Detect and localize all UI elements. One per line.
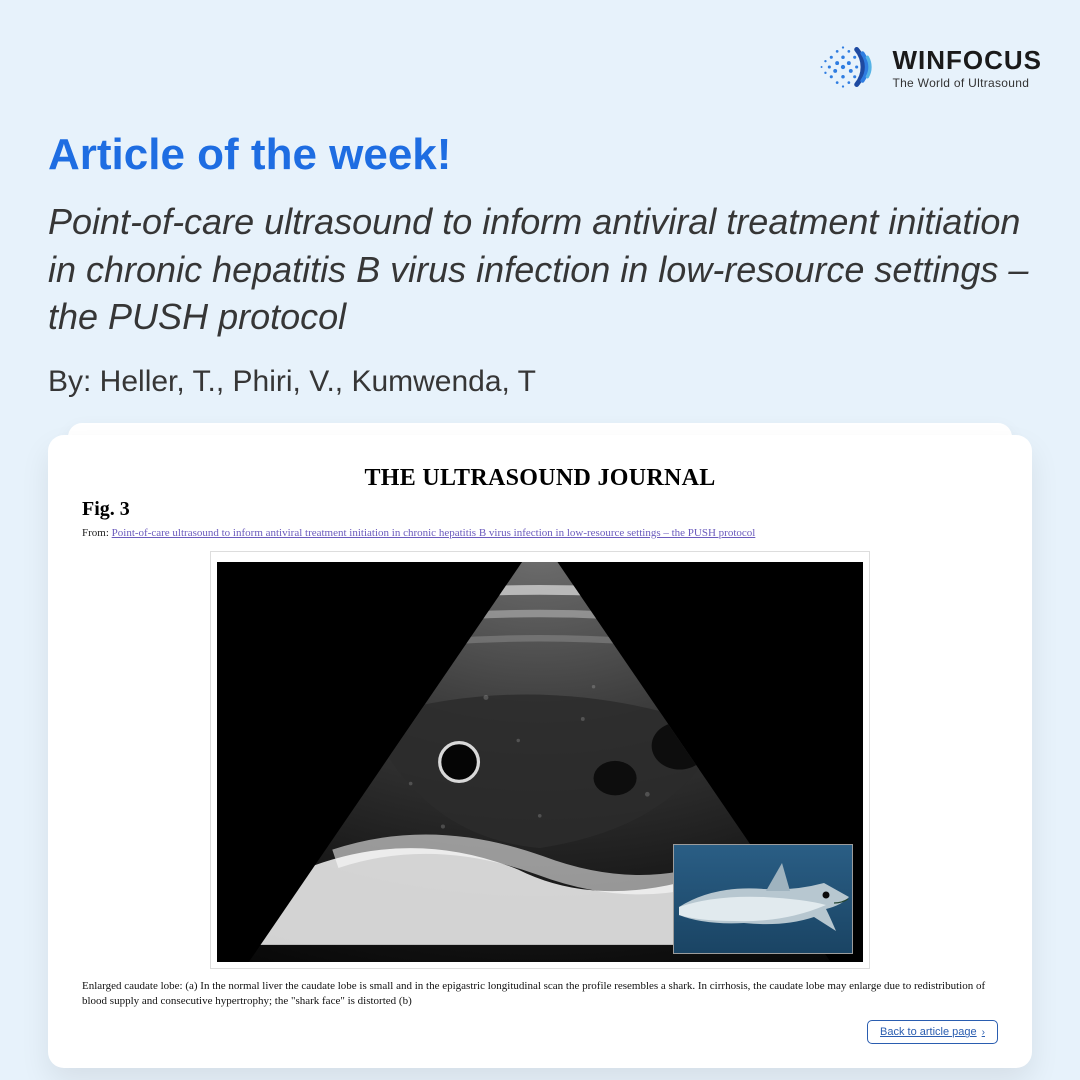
journal-card: THE ULTRASOUND JOURNAL Fig. 3 From: Poin… xyxy=(48,435,1032,1069)
from-article-link[interactable]: Point-of-care ultrasound to inform antiv… xyxy=(112,527,756,539)
brand-tagline: The World of Ultrasound xyxy=(892,76,1042,90)
shark-inset-photo xyxy=(673,844,853,954)
from-prefix: From: xyxy=(82,527,112,539)
globe-icon xyxy=(804,28,882,106)
brand-name: WINFOCUS xyxy=(892,45,1042,76)
byline: By: Heller, T., Phiri, V., Kumwenda, T xyxy=(48,365,1032,399)
figure-caption: Enlarged caudate lobe: (a) In the normal… xyxy=(82,979,998,1011)
figure-label: Fig. 3 xyxy=(82,498,998,521)
from-line: From: Point-of-care ultrasound to inform… xyxy=(82,527,998,539)
back-to-article-button[interactable]: Back to article page › xyxy=(867,1020,998,1044)
figure-3-container: a) xyxy=(210,551,870,969)
ultrasound-image xyxy=(217,562,863,962)
journal-title: THE ULTRASOUND JOURNAL xyxy=(82,465,998,492)
brand-logo: WINFOCUS The World of Ultrasound xyxy=(804,28,1042,106)
article-title: Point-of-care ultrasound to inform antiv… xyxy=(48,198,1032,341)
panel-label: a) xyxy=(225,562,241,583)
kicker-heading: Article of the week! xyxy=(48,130,1032,180)
back-button-label: Back to article page xyxy=(880,1026,977,1038)
chevron-right-icon: › xyxy=(982,1027,985,1038)
